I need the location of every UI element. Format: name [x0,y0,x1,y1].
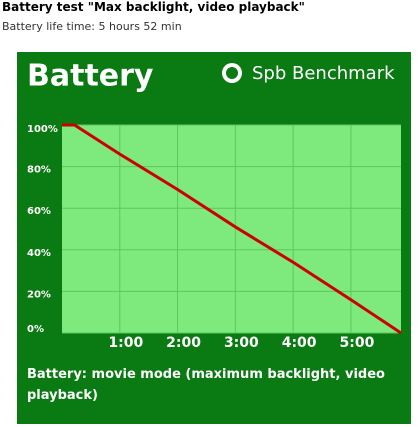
y-tick-label: 40% [27,248,51,259]
page-title: Battery test "Max backlight, video playb… [2,0,305,14]
y-tick-label: 0% [27,324,44,335]
page-subtitle: Battery life time: 5 hours 52 min [2,20,182,33]
y-tick-label: 20% [27,289,51,300]
brand: Spb Benchmark [252,63,395,84]
y-tick-label: 80% [27,165,51,176]
x-tick-label: 2:00 [166,335,201,351]
battery-line [62,123,402,335]
chart-title: Battery [27,59,154,94]
x-tick-label: 3:00 [224,335,259,351]
y-tick-label: 60% [27,206,51,217]
brand-icon-inner [226,67,238,79]
plot-area [62,125,401,333]
x-tick-label: 5:00 [340,335,375,351]
caption: Battery: movie mode (maximum backlight, … [27,367,385,403]
y-tick-label: 100% [27,124,58,135]
x-tick-label: 1:00 [108,335,143,351]
x-tick-label: 4:00 [282,335,317,351]
